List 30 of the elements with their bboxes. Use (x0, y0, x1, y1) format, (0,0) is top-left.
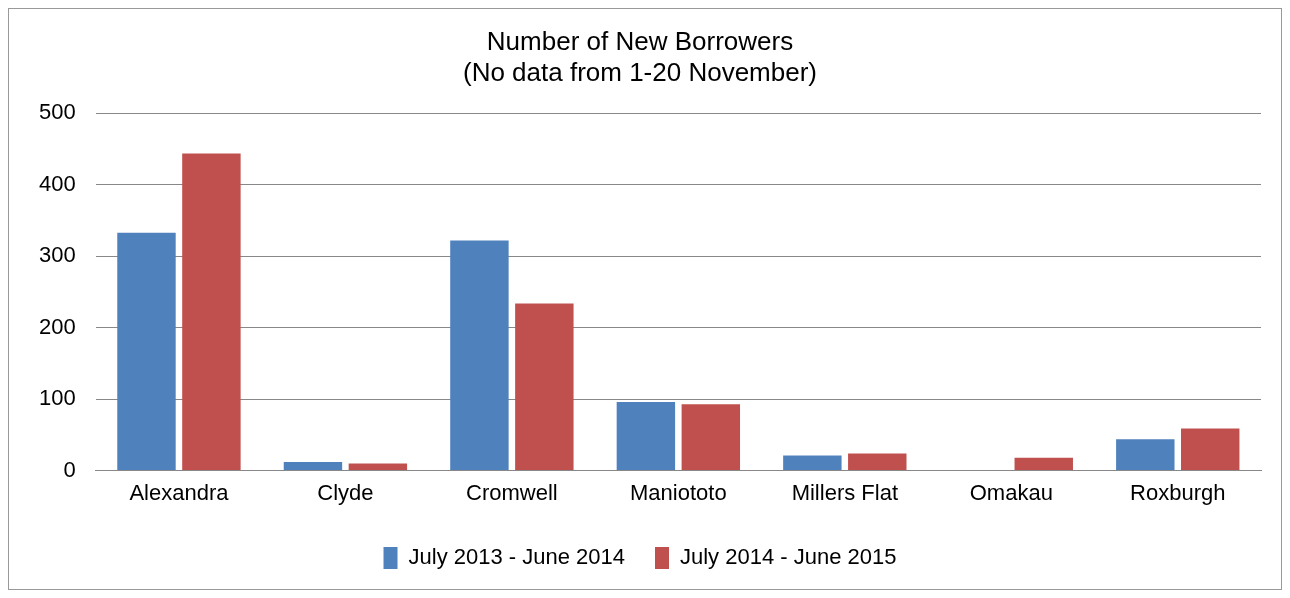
bar (1116, 439, 1175, 471)
y-tick-label: 300 (38, 242, 76, 268)
bar (515, 303, 574, 471)
bar (450, 240, 509, 471)
x-tick-label: Millers Flat (791, 479, 898, 505)
x-tick-label: Roxburgh (1130, 479, 1226, 505)
bar (182, 153, 241, 471)
bar (783, 455, 842, 471)
y-tick-label: 400 (38, 170, 76, 196)
x-tick-label: Maniototo (630, 479, 727, 505)
bar (348, 463, 408, 471)
y-tick-label: 100 (38, 385, 76, 411)
x-tick-label: Cromwell (466, 479, 558, 505)
bar (1014, 457, 1073, 471)
y-tick-label: 500 (38, 99, 76, 125)
x-tick-label: Alexandra (129, 479, 230, 505)
text: (No data from 1-20 November) (462, 56, 818, 87)
legend-label: July 2014 - June 2015 (680, 544, 897, 570)
y-tick-label: 200 (38, 313, 76, 339)
x-tick-label: Omakau (969, 479, 1053, 505)
bar (283, 462, 343, 471)
legend-label: July 2013 - June 2014 (408, 544, 626, 570)
bar (117, 232, 176, 471)
text: Number of New Borrowers (486, 25, 794, 56)
bar (681, 404, 741, 471)
x-tick-label: Clyde (317, 479, 374, 505)
bar (616, 402, 676, 471)
bar (848, 453, 907, 471)
bar (1181, 428, 1240, 471)
y-tick-label: 0 (63, 456, 76, 482)
